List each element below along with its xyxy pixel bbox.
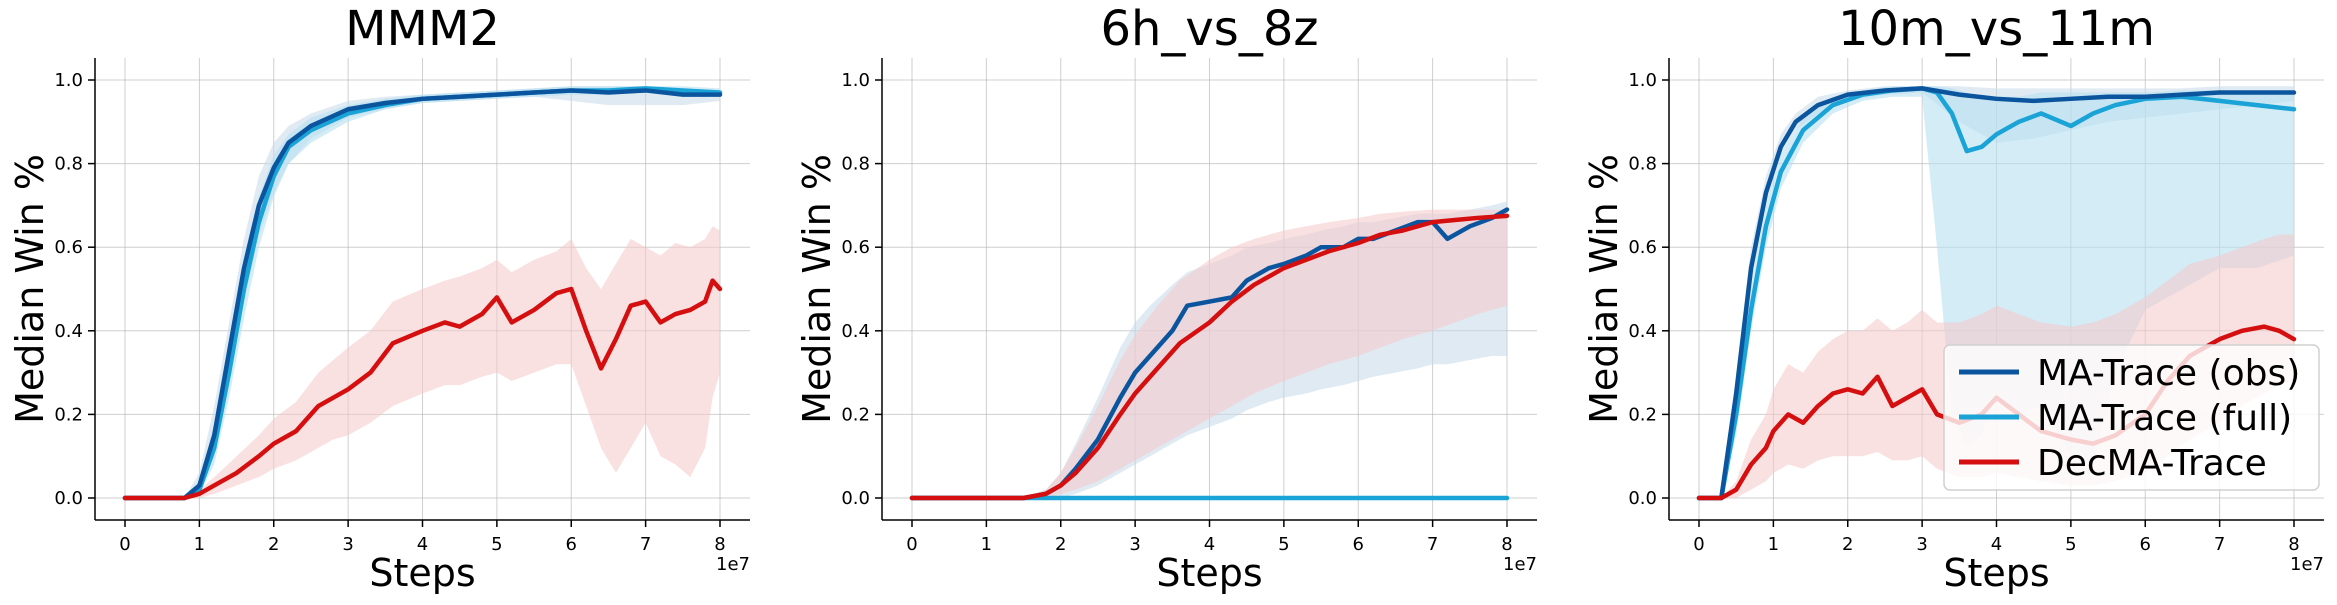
y-tick-label: 0.0 (54, 488, 83, 509)
x-tick-label: 8 (1501, 534, 1512, 555)
x-tick-label: 7 (2214, 534, 2225, 555)
y-tick-label: 0.8 (54, 154, 83, 175)
y-tick-label: 0.4 (841, 321, 870, 342)
x-tick-label: 2 (268, 534, 279, 555)
y-axis-label: Median Win % (795, 154, 839, 424)
x-tick-label: 8 (2288, 534, 2299, 555)
x-tick-label: 5 (491, 534, 502, 555)
y-tick-label: 0.6 (54, 237, 83, 258)
x-tick-label: 7 (640, 534, 651, 555)
y-tick-label: 1.0 (841, 70, 870, 91)
x-tick-label: 5 (1278, 534, 1289, 555)
legend: MA-Trace (obs)MA-Trace (full)DecMA-Trace (1943, 344, 2320, 491)
confidence-band-full (1699, 86, 2294, 499)
x-tick-label: 3 (342, 534, 353, 555)
confidence-band-full (125, 86, 720, 499)
x-axis-label: Steps (1156, 551, 1262, 595)
y-tick-label: 1.0 (1628, 70, 1657, 91)
x-tick-label: 6 (2140, 534, 2151, 555)
chart-title: 10m_vs_11m (1838, 1, 2155, 57)
x-axis-label: Steps (369, 551, 475, 595)
x-tick-label: 6 (566, 534, 577, 555)
x-tick-label: 4 (1204, 534, 1215, 555)
legend-label-obs: MA-Trace (obs) (2037, 353, 2300, 394)
chart-title: 6h_vs_8z (1100, 1, 1318, 57)
y-axis-label: Median Win % (1582, 154, 1626, 424)
legend-box (1943, 344, 2320, 491)
chart-panel-1: 0 1 2 3 4 5 6 7 8 0.0 0.2 0.4 0.6 0.8 1.0 MMM2 Steps Medi… (8, 1, 750, 595)
x-axis-label: Steps (1943, 551, 2049, 595)
y-axis-label: Median Win % (8, 154, 52, 424)
x-tick-label: 5 (2065, 534, 2076, 555)
y-tick-label: 0.8 (1628, 154, 1657, 175)
chart-panel-2: 0 1 2 3 4 5 6 7 8 0.0 0.2 0.4 0.6 0.8 1.0 6h_vs_8z Steps… (795, 1, 1537, 595)
chart-panel-3: 0 1 2 3 4 5 6 7 8 0.0 0.2 0.4 0.6 0.8 1.0 10m_vs_11m Ste… (1582, 1, 2324, 595)
legend-label-full: MA-Trace (full) (2037, 398, 2292, 439)
series-line-obs (1696, 86, 2297, 501)
x-tick-label: 6 (1353, 534, 1364, 555)
series-line-obs (122, 88, 723, 501)
y-tick-label: 0.0 (1628, 488, 1657, 509)
x-tick-label: 1 (1768, 534, 1779, 555)
y-tick-label: 0.8 (841, 154, 870, 175)
y-tick-label: 0.4 (54, 321, 83, 342)
y-tick-label: 0.4 (1628, 321, 1657, 342)
x-tick-label: 0 (119, 534, 130, 555)
x-tick-label: 0 (1693, 534, 1704, 555)
x-axis-scale-label: 1e7 (1503, 554, 1537, 575)
series-line-full (1696, 86, 2297, 501)
y-tick-label: 0.2 (841, 404, 870, 425)
y-tick-label: 0.2 (54, 404, 83, 425)
legend-label-dec: DecMA-Trace (2037, 443, 2267, 484)
series-line-dec (909, 213, 1510, 501)
x-tick-label: 1 (194, 534, 205, 555)
y-tick-label: 0.6 (1628, 237, 1657, 258)
x-tick-label: 7 (1427, 534, 1438, 555)
x-tick-label: 0 (906, 534, 917, 555)
x-tick-label: 1 (981, 534, 992, 555)
x-tick-label: 8 (714, 534, 725, 555)
x-tick-label: 4 (417, 534, 428, 555)
chart-title: MMM2 (345, 1, 500, 57)
x-tick-label: 3 (1129, 534, 1140, 555)
y-tick-label: 1.0 (54, 70, 83, 91)
confidence-band-dec (912, 209, 1507, 498)
series-line-dec (122, 278, 723, 501)
x-tick-label: 2 (1055, 534, 1066, 555)
x-axis-scale-label: 1e7 (716, 554, 750, 575)
y-tick-label: 0.2 (1628, 404, 1657, 425)
y-tick-label: 0.0 (841, 488, 870, 509)
x-tick-label: 2 (1842, 534, 1853, 555)
y-tick-label: 0.6 (841, 237, 870, 258)
x-axis-scale-label: 1e7 (2290, 554, 2324, 575)
x-tick-label: 3 (1916, 534, 1927, 555)
x-tick-label: 4 (1991, 534, 2002, 555)
